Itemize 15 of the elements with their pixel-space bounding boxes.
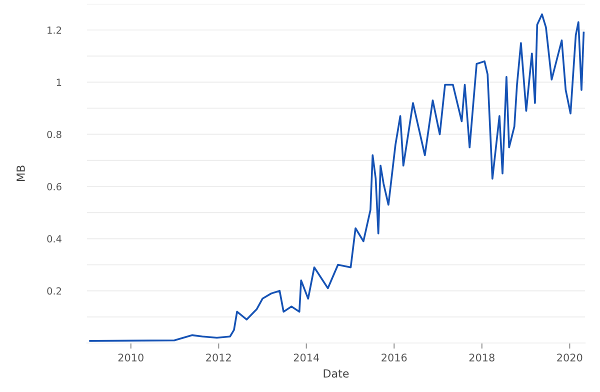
x-tick-label: 2014 (294, 354, 320, 362)
y-tick-label: 0.2 (47, 287, 62, 295)
x-tick-label: 2012 (206, 354, 231, 362)
x-tick-label: 2016 (382, 354, 407, 362)
y-tick-label: 0.6 (47, 182, 62, 190)
x-tick-label: 2020 (557, 354, 582, 362)
y-axis-title: MB (16, 166, 25, 181)
y-tick-label: 0.8 (47, 130, 62, 138)
y-tick-label: 0.4 (47, 235, 62, 242)
line-series (89, 13, 585, 342)
x-axis-title: Date (324, 369, 349, 378)
x-tick-label: 2010 (118, 354, 144, 362)
y-tick-label: 1 (56, 78, 62, 86)
x-tick-label: 2018 (469, 354, 494, 362)
y-tick-label: 1.2 (48, 26, 62, 34)
